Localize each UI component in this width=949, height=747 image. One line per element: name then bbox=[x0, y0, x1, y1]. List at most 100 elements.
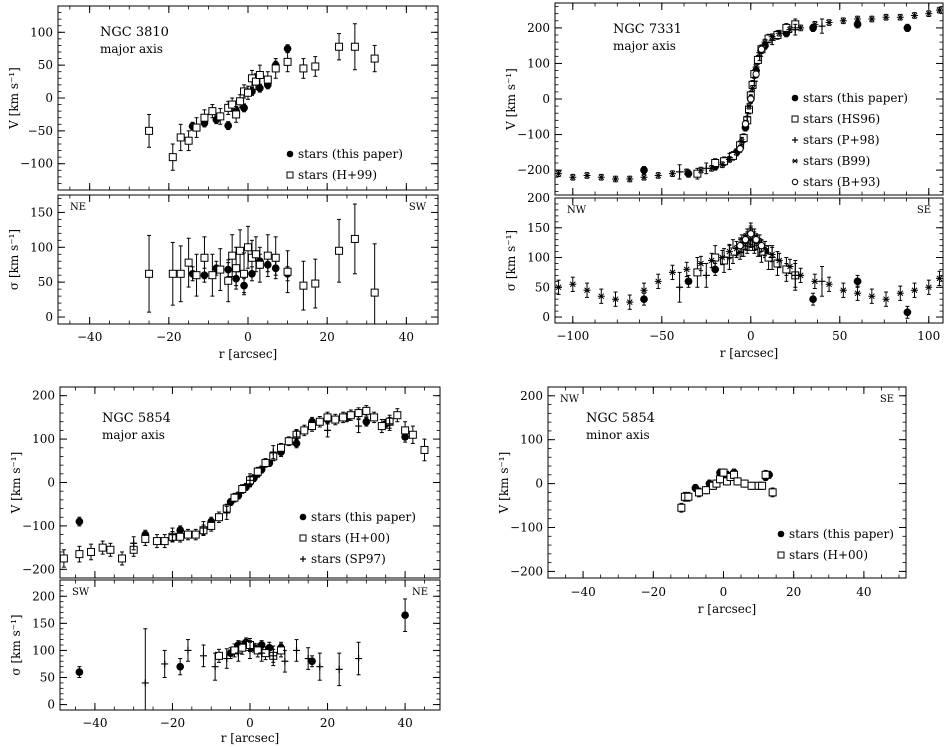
data-point bbox=[293, 433, 301, 441]
legend-marker bbox=[792, 137, 798, 143]
y-tick-label: 50 bbox=[38, 58, 53, 72]
data-point bbox=[654, 278, 662, 285]
legend-item: stars (HS96) bbox=[791, 112, 880, 126]
data-point bbox=[160, 537, 169, 546]
legend: stars (this paper) stars (HS96) stars (P+9… bbox=[791, 91, 908, 189]
y-tick-label: 100 bbox=[30, 240, 53, 254]
data-point bbox=[868, 293, 876, 300]
x-tick-label: 20 bbox=[320, 330, 335, 344]
data-point bbox=[362, 406, 371, 415]
x-tick-label: 0 bbox=[246, 716, 254, 730]
data-point bbox=[741, 120, 750, 128]
y-tick-label: −100 bbox=[517, 128, 550, 142]
dispersion-axis-label: σ [km s⁻¹] bbox=[9, 614, 23, 675]
data-point bbox=[738, 138, 746, 145]
data-point bbox=[192, 271, 201, 280]
data-point bbox=[758, 481, 767, 490]
corner-label-left: SW bbox=[72, 587, 90, 598]
data-point bbox=[612, 176, 620, 182]
data-point bbox=[809, 295, 817, 304]
data-point bbox=[208, 271, 217, 280]
chart-title: NGC 5854 bbox=[586, 411, 655, 426]
data-point bbox=[230, 493, 239, 502]
legend-marker bbox=[792, 158, 798, 164]
x-axis-label: r [arcsec] bbox=[720, 346, 779, 360]
data-point bbox=[214, 513, 223, 522]
data-point bbox=[141, 534, 150, 543]
data-point bbox=[263, 251, 272, 260]
data-point bbox=[223, 509, 231, 517]
chart-subtitle: minor axis bbox=[586, 428, 650, 442]
data-point bbox=[293, 646, 301, 654]
data-point bbox=[300, 426, 309, 435]
data-point bbox=[896, 290, 904, 297]
data-point bbox=[168, 531, 176, 539]
legend-item: stars (this paper) bbox=[286, 147, 403, 161]
data-point bbox=[626, 176, 634, 182]
data-point bbox=[200, 113, 209, 122]
data-point bbox=[232, 264, 241, 273]
data-point bbox=[271, 64, 280, 73]
data-point bbox=[335, 665, 343, 673]
data-point bbox=[640, 287, 648, 294]
data-point bbox=[408, 430, 417, 439]
velocity-axis-label: V [km s⁻¹] bbox=[7, 67, 21, 130]
legend-label: stars (HS96) bbox=[803, 112, 880, 126]
data-point bbox=[244, 243, 252, 252]
data-point bbox=[825, 19, 833, 26]
data-point bbox=[75, 668, 84, 676]
data-point bbox=[176, 269, 185, 278]
data-point bbox=[238, 485, 247, 494]
data-point bbox=[640, 174, 648, 181]
data-point bbox=[234, 649, 242, 657]
data-point bbox=[668, 269, 676, 276]
corner-label-right: SE bbox=[917, 205, 931, 216]
x-axis-label: r [arcsec] bbox=[219, 347, 278, 361]
y-tick-label: 200 bbox=[527, 191, 550, 205]
data-point bbox=[323, 413, 332, 422]
ngc7331-dispersion-panel: 0 50 100 150 200 σ [km s⁻¹] −100 −50 0 50 100 r [ar… bbox=[504, 191, 944, 360]
data-point bbox=[597, 293, 605, 300]
data-point bbox=[168, 153, 177, 162]
data-point bbox=[255, 260, 264, 269]
data-point bbox=[236, 246, 245, 255]
legend-item: stars (B+93) bbox=[791, 175, 880, 189]
data-point bbox=[130, 539, 138, 547]
data-point bbox=[853, 277, 862, 286]
data-point bbox=[797, 272, 805, 279]
legend-label: stars (this paper) bbox=[789, 527, 894, 541]
legend-item: stars (H+00) bbox=[777, 548, 868, 562]
y-tick-label: 0 bbox=[47, 698, 55, 712]
data-point bbox=[925, 284, 933, 291]
data-point bbox=[176, 526, 185, 535]
data-point bbox=[903, 308, 912, 317]
legend: stars (this paper) stars (H+00) bbox=[777, 527, 894, 562]
data-point bbox=[854, 290, 862, 297]
series-square bbox=[145, 203, 379, 325]
data-point bbox=[839, 287, 847, 294]
y-tick-label: 150 bbox=[30, 205, 53, 219]
data-point bbox=[654, 172, 662, 179]
y-tick-label: 0 bbox=[47, 476, 55, 490]
data-point bbox=[355, 422, 363, 430]
data-point bbox=[87, 547, 96, 556]
data-point bbox=[161, 660, 169, 668]
series-circle bbox=[736, 45, 766, 153]
data-point bbox=[935, 275, 943, 282]
legend-item: stars (H+00) bbox=[299, 531, 390, 545]
x-tick-label: 20 bbox=[320, 716, 335, 730]
data-point bbox=[199, 524, 207, 532]
data-point bbox=[370, 288, 379, 297]
y-tick-label: 50 bbox=[40, 671, 55, 685]
y-tick-label: 50 bbox=[38, 275, 53, 289]
data-point bbox=[98, 543, 107, 552]
data-point bbox=[741, 236, 750, 244]
legend-item: stars (B99) bbox=[792, 154, 870, 168]
legend-marker bbox=[299, 513, 307, 521]
data-point bbox=[752, 236, 760, 244]
x-tick-label: 50 bbox=[832, 329, 847, 343]
x-tick-label: −100 bbox=[556, 329, 589, 343]
data-point bbox=[668, 170, 676, 177]
data-point bbox=[683, 169, 691, 175]
data-point bbox=[183, 530, 192, 539]
